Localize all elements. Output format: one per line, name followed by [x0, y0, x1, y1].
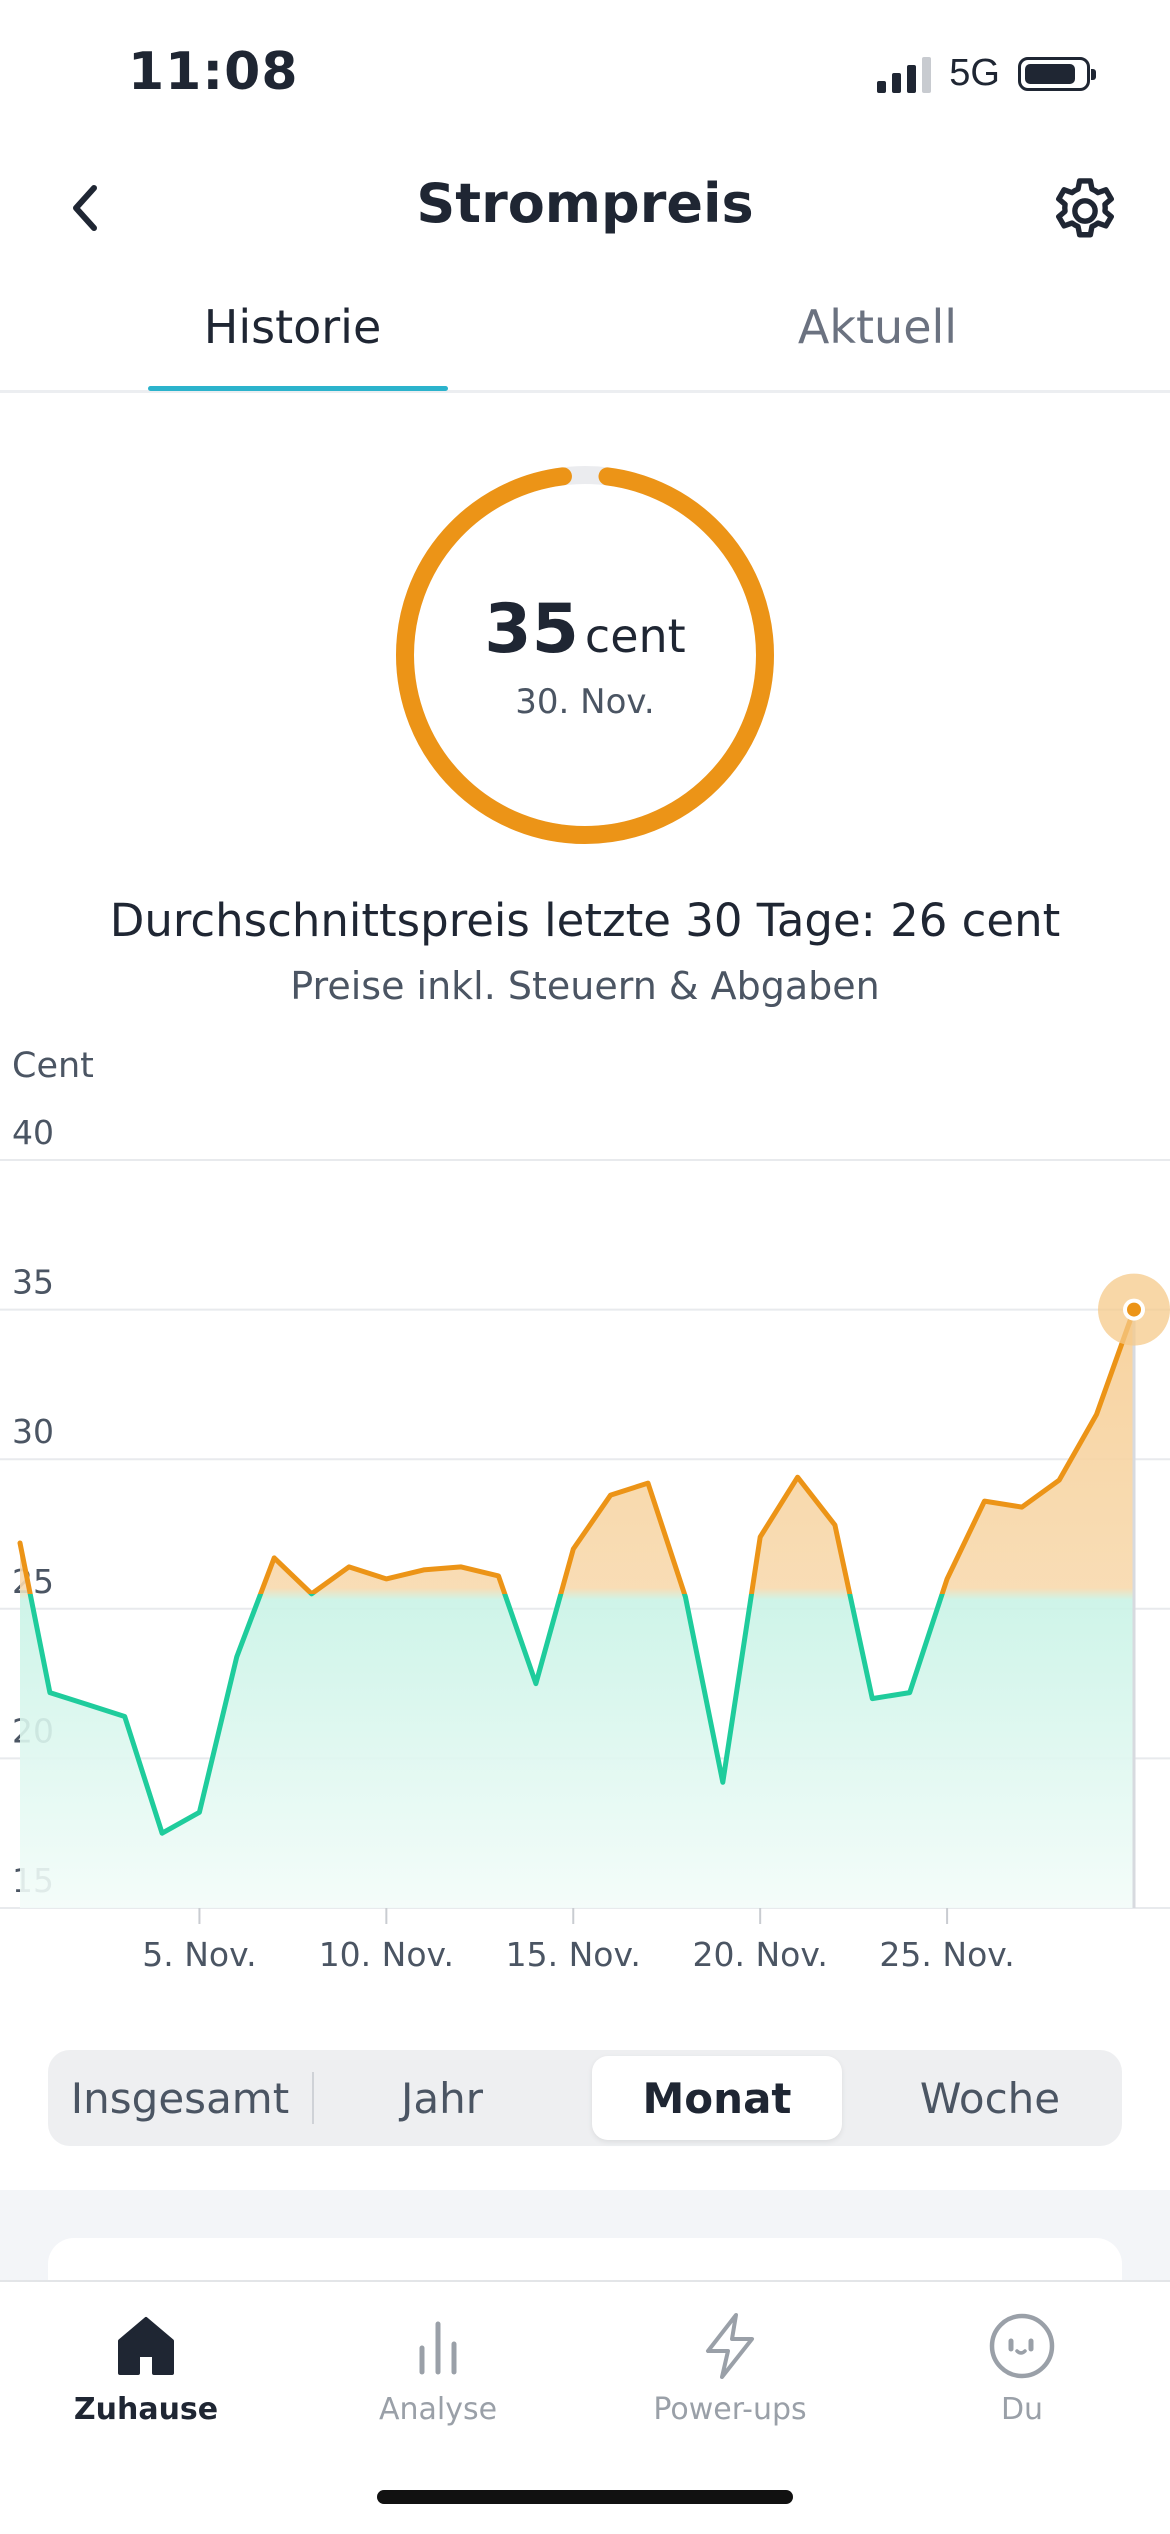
page-title: Strompreis [0, 172, 1170, 235]
battery-icon [1018, 57, 1090, 91]
period-insgesamt[interactable]: Insgesamt [48, 2050, 312, 2146]
nav-du[interactable]: Du [876, 2304, 1168, 2427]
current-price-unit: cent [585, 609, 686, 663]
x-tick-label: 25. Nov. [879, 1935, 1014, 1974]
chevron-left-icon [66, 180, 106, 236]
x-tick-label: 20. Nov. [693, 1935, 828, 1974]
period-monat[interactable]: Monat [592, 2056, 842, 2140]
nav-label: Power-ups [584, 2392, 876, 2427]
nav-label: Du [876, 2392, 1168, 2427]
status-indicators: 5G [877, 52, 1090, 95]
settings-button[interactable] [1040, 166, 1130, 256]
nav-label: Zuhause [0, 2392, 292, 2427]
average-price-text: Durchschnittspreis letzte 30 Tage: 26 ce… [0, 894, 1170, 947]
lightning-icon [698, 2311, 762, 2381]
signal-icon [877, 55, 931, 93]
x-tick-label: 15. Nov. [506, 1935, 641, 1974]
gear-icon [1047, 173, 1123, 249]
status-time: 11:08 [128, 42, 299, 102]
current-price-date: 30. Nov. [390, 682, 780, 722]
tax-note: Preise inkl. Steuern & Abgaben [0, 964, 1170, 1008]
current-price-value: 35 [484, 590, 579, 669]
nav-zuhause[interactable]: Zuhause [0, 2304, 292, 2427]
y-tick-label: 30 [12, 1412, 54, 1451]
active-tab-indicator [148, 386, 448, 391]
x-tick-label: 5. Nov. [142, 1935, 256, 1974]
y-tick-label: 40 [12, 1113, 54, 1152]
network-label: 5G [949, 52, 1000, 95]
selected-point [1127, 1303, 1141, 1317]
nav-label: Analyse [292, 2392, 584, 2427]
back-button[interactable] [56, 172, 116, 244]
period-selector: Insgesamt Jahr Monat Woche [48, 2050, 1122, 2146]
bar-chart-icon [408, 2314, 468, 2378]
x-tick-label: 10. Nov. [319, 1935, 454, 1974]
period-jahr[interactable]: Jahr [314, 2050, 570, 2146]
nav-power-ups[interactable]: Power-ups [584, 2304, 876, 2427]
home-indicator [377, 2490, 793, 2504]
tab-aktuell[interactable]: Aktuell [585, 300, 1170, 354]
period-woche[interactable]: Woche [858, 2050, 1122, 2146]
y-tick-label: 25 [12, 1562, 54, 1601]
price-history-chart[interactable]: 4035302520155. Nov.10. Nov.15. Nov.20. N… [0, 1100, 1170, 1980]
face-icon [987, 2311, 1057, 2381]
home-icon [114, 2313, 178, 2379]
tab-historie[interactable]: Historie [0, 300, 585, 354]
y-axis-label: Cent [12, 1046, 94, 1086]
y-tick-label: 35 [12, 1263, 54, 1302]
nav-analyse[interactable]: Analyse [292, 2304, 584, 2427]
